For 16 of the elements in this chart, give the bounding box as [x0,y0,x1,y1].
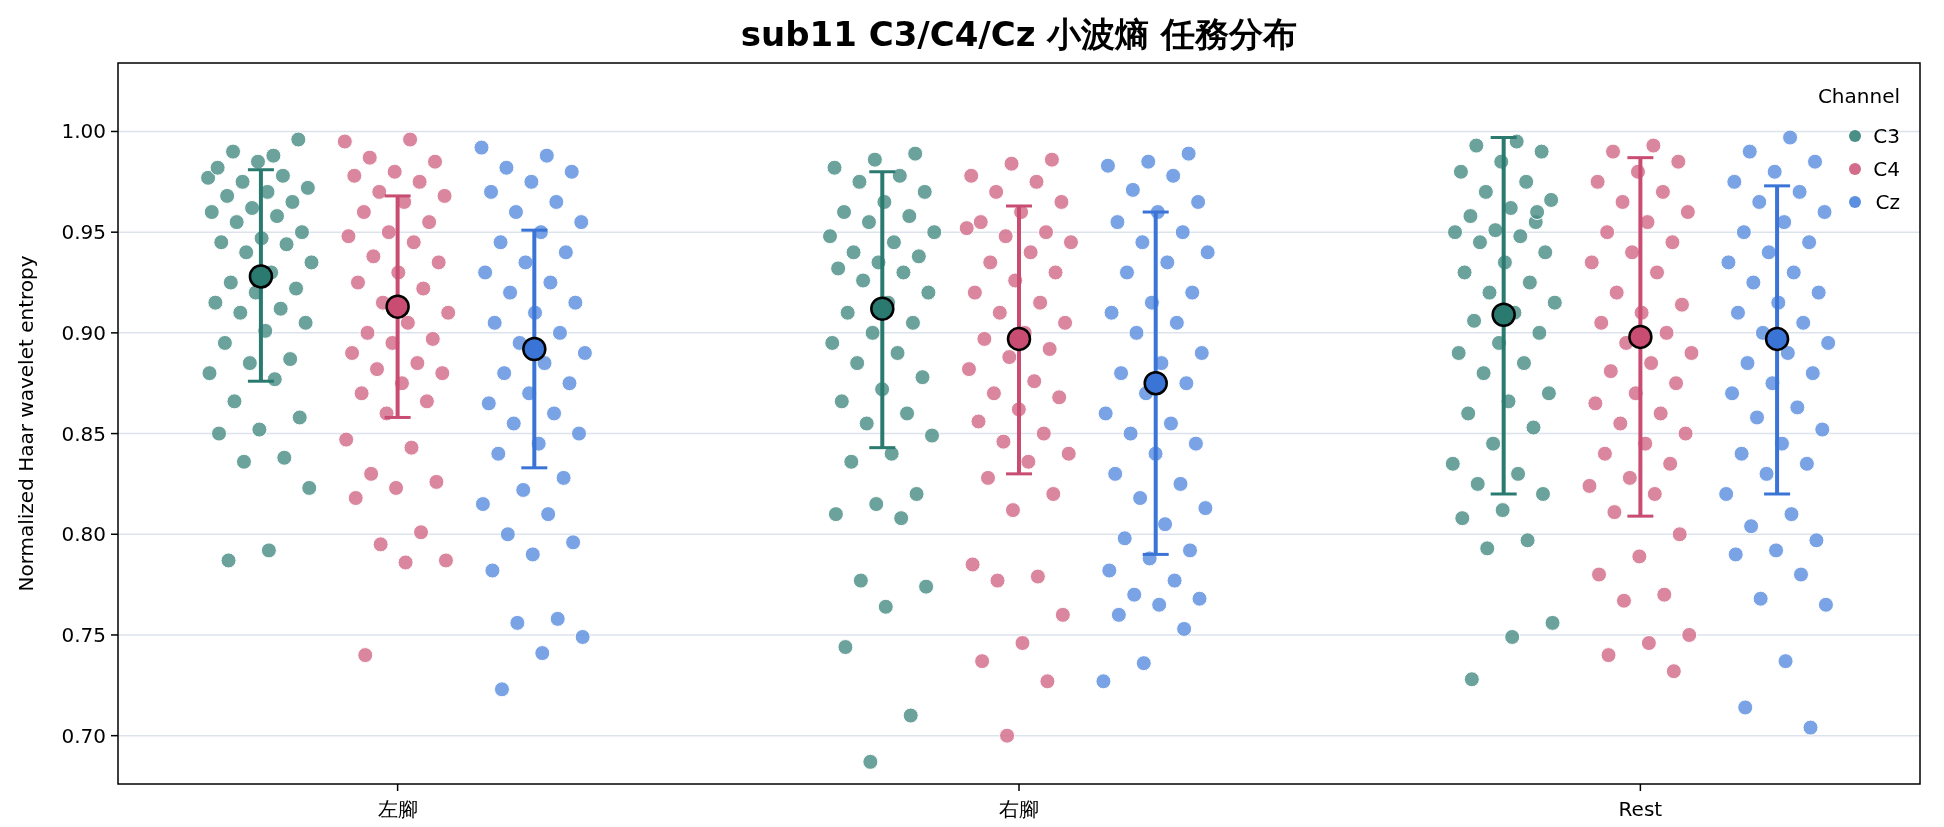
y-tick-label: 0.95 [61,220,106,245]
x-tick-label: Rest [1618,797,1663,821]
y-tick-label: 0.85 [61,421,106,446]
legend-label: C4 [1873,157,1900,181]
y-tick-label: 0.70 [61,723,106,748]
legend-title: Channel [1817,84,1900,108]
chart-title: sub11 C3/C4/Cz 小波熵 任務分布 [740,14,1298,54]
y-tick-label: 0.80 [61,522,106,547]
y-axis-title: Normalized Haar wavelet entropy [14,255,38,592]
x-tick-label: 右腳 [999,797,1039,821]
y-tick-label: 0.75 [61,622,106,647]
legend-label: Cz [1875,190,1900,214]
legend-label: C3 [1873,124,1900,148]
y-tick-label: 1.00 [61,119,106,144]
y-tick-label: 0.90 [61,320,106,345]
x-tick-label: 左腳 [377,797,418,821]
